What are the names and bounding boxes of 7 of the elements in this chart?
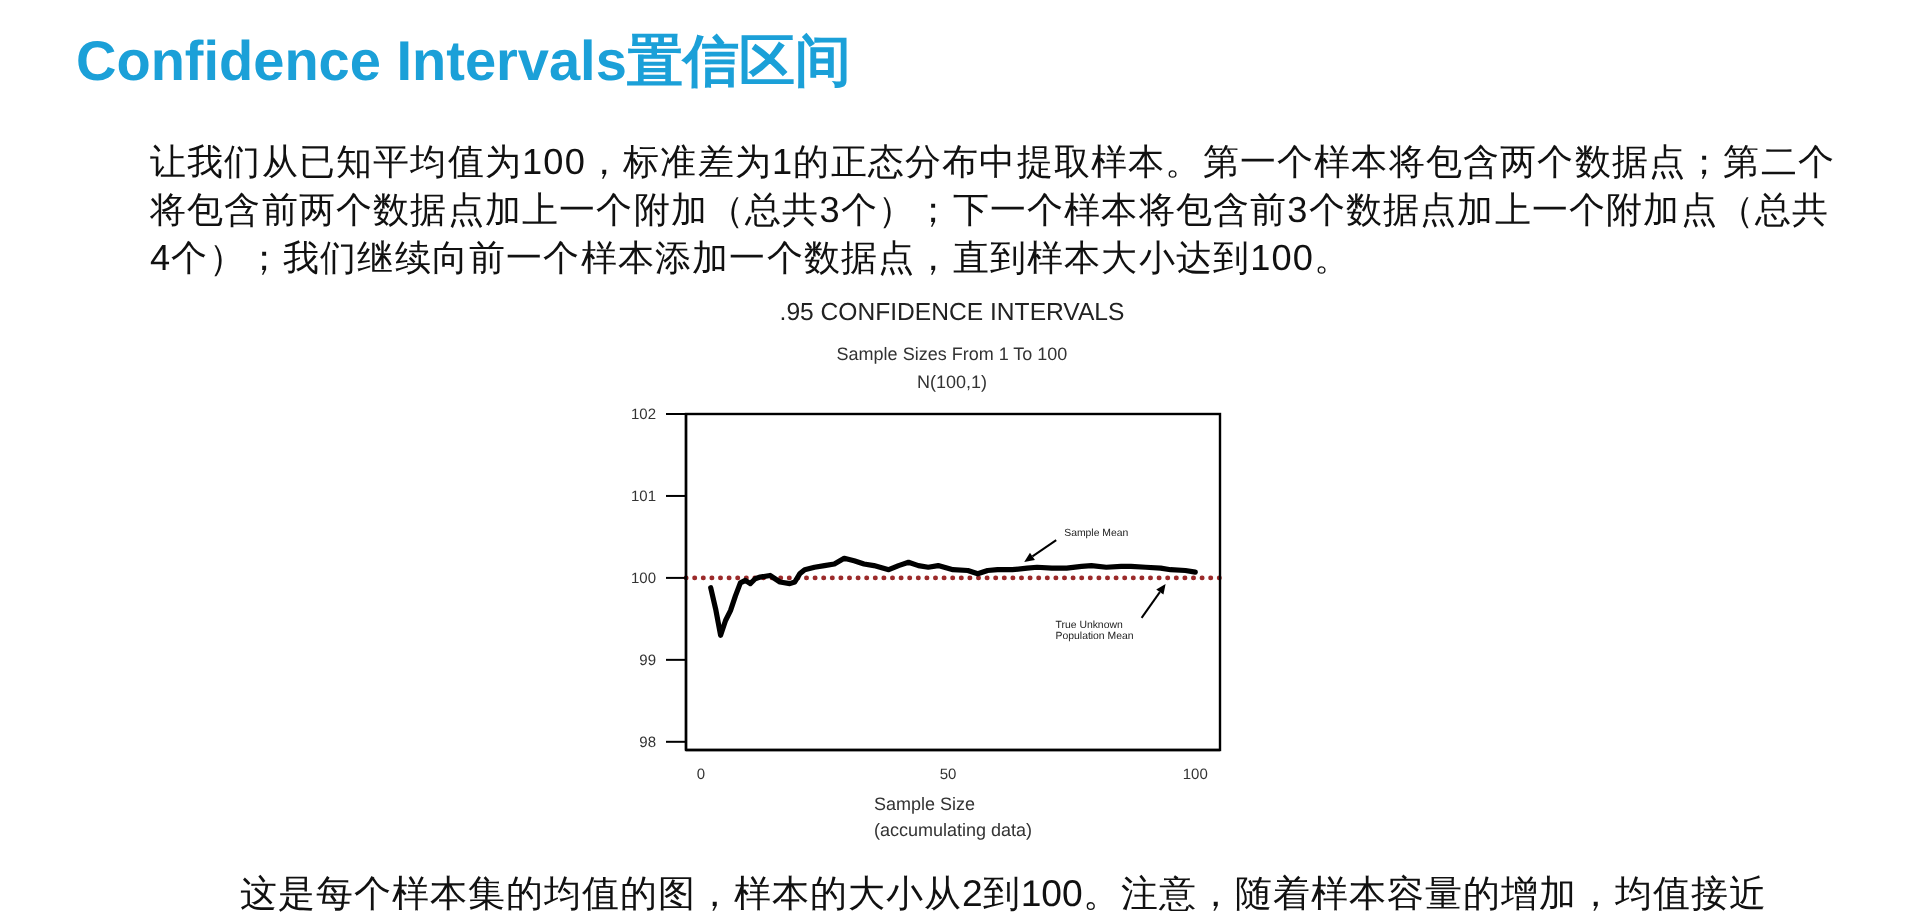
text: 让我们从已知平均值为100，标准差为1的正态分布中提取样本。第一个样本将包含两个数据点；第二个将包含前两个数据点加上一个附加（总共3个）；下一个样本将包含前3个数据点加上一个附加点（总共4个）；我们继续向前一个样本添加一个数据点，直到样本大小达到100。 <box>150 140 1837 282</box>
x-axis-title: Sample Size (accumulating data) <box>874 794 1033 841</box>
chart-subtitle: Sample Sizes From 1 To 100 N(100,1) <box>834 342 1070 394</box>
line-series <box>708 555 1198 638</box>
text: Confidence Intervals置信区间 <box>76 28 851 96</box>
chart-title: .95 CONFIDENCE INTERVALS <box>777 298 1127 326</box>
text: 这是每个样本集的均值的图，样本的大小从2到100。注意，随着样本容量的增加，均值接近 <box>240 872 1767 914</box>
